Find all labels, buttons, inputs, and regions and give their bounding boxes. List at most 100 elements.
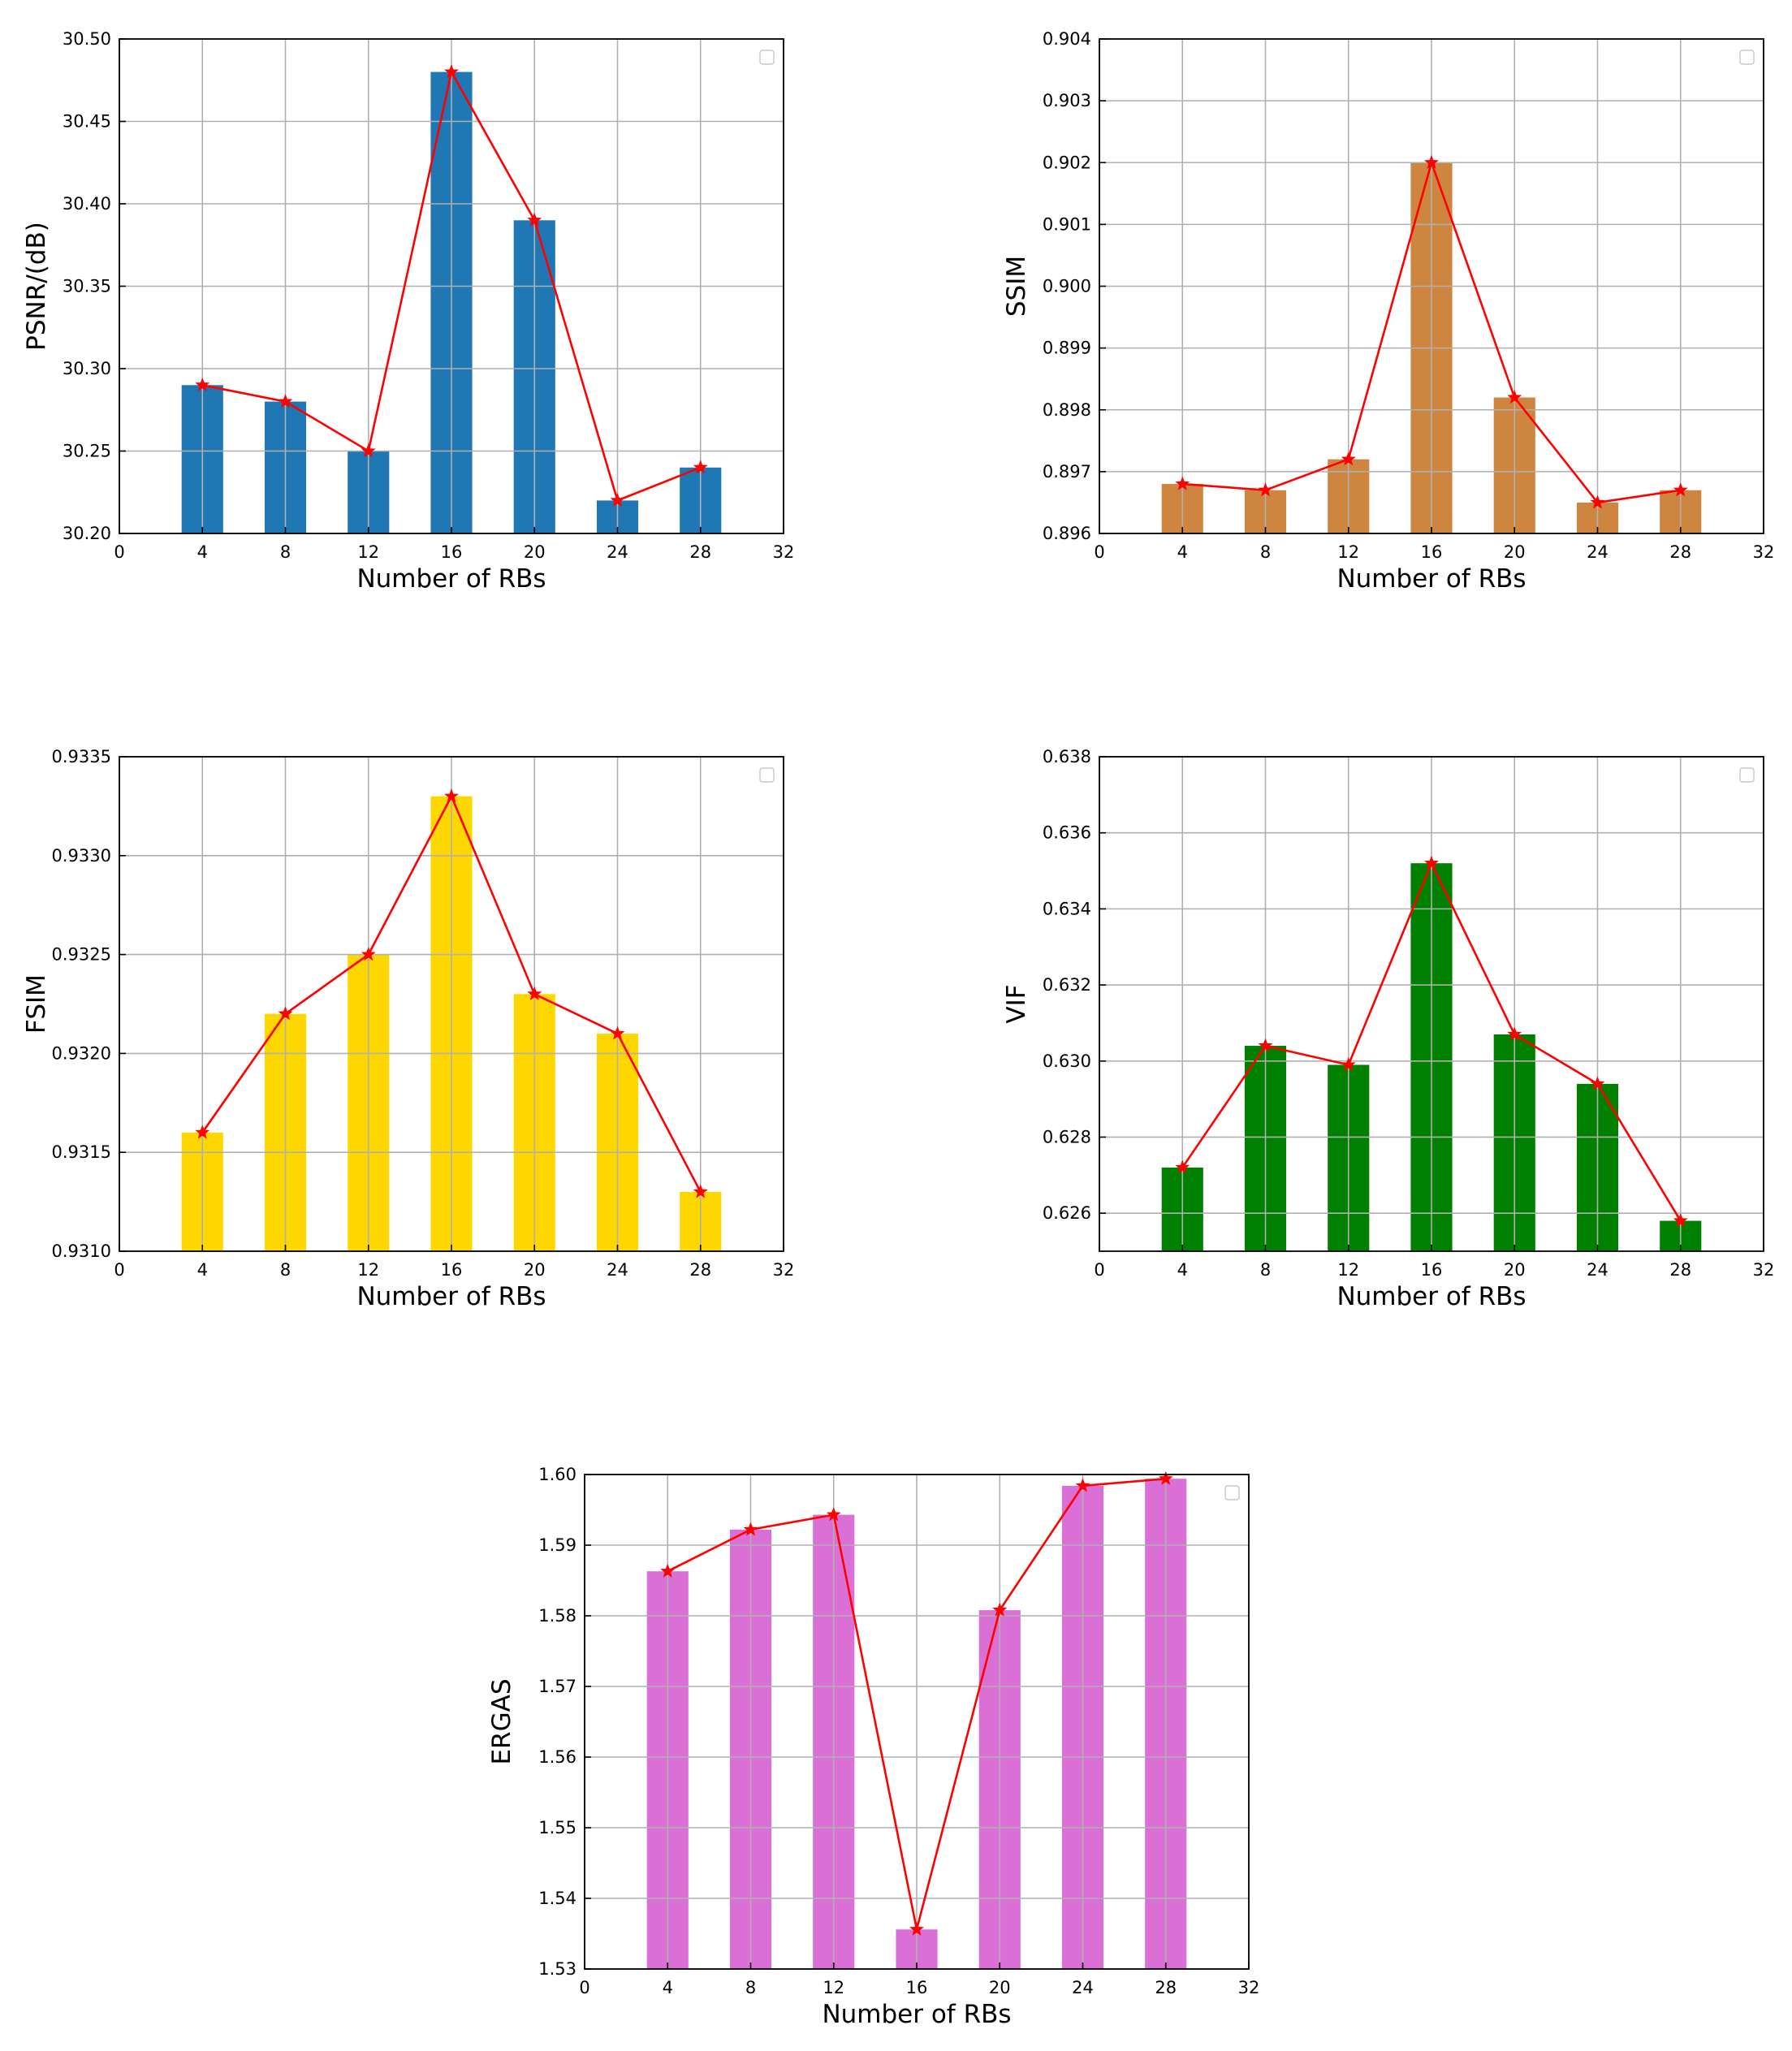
x-tick-label: 8 [745,1978,756,1997]
data-point [826,1507,841,1522]
y-tick-label: 0.9335 [52,747,111,766]
y-tick-label: 30.50 [63,29,111,49]
data-point [1507,1026,1522,1041]
data-point [1258,1038,1273,1052]
x-tick-label: 4 [1177,542,1188,562]
data-point [1175,476,1190,490]
data-point [1590,494,1605,509]
data-point [195,377,210,391]
y-tick-label: 0.632 [1043,975,1091,995]
data-point [1341,1057,1356,1072]
chart-3: 0 4 8 12 16 20 24 28 32 0.9310 0.9315 0.9320 0.9325 0… [22,747,794,1311]
legend-box [759,767,775,783]
data-point [1673,1213,1688,1228]
data-point [444,788,459,803]
x-tick-label: 32 [1238,1978,1260,1997]
data-point [693,1184,708,1198]
x-tick-label: 28 [1669,1260,1691,1280]
y-tick-label: 0.901 [1043,214,1091,234]
x-tick-label: 0 [1094,542,1104,562]
x-tick-label: 0 [114,1260,124,1280]
y-tick-label: 30.25 [63,442,111,461]
x-tick-label: 8 [280,1260,291,1280]
x-tick-label: 20 [989,1978,1011,1997]
data-point [527,986,542,1000]
chart-2: 0 4 8 12 16 20 24 28 32 0.896 0.897 0.898 0.899 0.900… [1002,29,1774,594]
x-tick-label: 16 [1421,542,1443,562]
y-tick-label: 0.897 [1043,462,1091,481]
x-tick-label: 28 [689,1260,711,1280]
y-tick-label: 30.30 [63,359,111,378]
x-tick-label: 28 [1155,1978,1177,1997]
y-tick-label: 0.9325 [52,945,111,965]
data-point [1590,1076,1605,1090]
x-tick-label: 16 [441,1260,463,1280]
x-tick-label: 32 [773,1260,795,1280]
data-point [361,947,376,961]
y-axis-label: ERGAS [487,1678,516,1764]
data-point [909,1921,924,1936]
y-tick-label: 0.9330 [52,846,111,866]
data-point [1075,1478,1090,1492]
y-tick-label: 1.56 [538,1747,576,1767]
y-tick-label: 30.40 [63,194,111,214]
x-tick-label: 28 [689,542,711,562]
y-tick-label: 1.58 [538,1606,576,1626]
data-point [1424,855,1439,870]
y-tick-label: 0.900 [1043,277,1091,296]
x-axis-label: Number of RBs [1336,1282,1526,1311]
legend-box [1739,767,1755,783]
y-tick-label: 30.20 [63,524,111,543]
data-point [361,443,376,458]
chart-4: 0 4 8 12 16 20 24 28 32 0.626 0.628 0.630 0.632 0.634… [1002,747,1774,1311]
chart-5: 0 4 8 12 16 20 24 28 32 1.53 1.54 1.55 1.56 1.57 1.58 1… [487,1465,1259,2029]
x-tick-label: 4 [197,1260,208,1280]
y-tick-label: 0.9320 [52,1043,111,1063]
y-tick-label: 0.9310 [52,1241,111,1261]
y-tick-label: 0.902 [1043,153,1091,172]
data-point [444,64,459,79]
data-point [992,1602,1008,1617]
x-tick-label: 16 [906,1978,928,1997]
data-point [195,1125,210,1139]
x-tick-label: 24 [1072,1978,1094,1997]
x-tick-label: 4 [197,542,208,562]
x-tick-label: 0 [114,542,124,562]
x-tick-label: 4 [663,1978,673,1997]
data-point [1158,1470,1173,1485]
data-point [1424,154,1439,169]
x-tick-label: 24 [1587,542,1608,562]
x-tick-label: 12 [1337,1260,1359,1280]
x-tick-label: 12 [357,542,379,562]
x-tick-label: 12 [1337,542,1359,562]
y-tick-label: 0.904 [1043,29,1091,49]
y-tick-label: 0.628 [1043,1127,1091,1146]
y-tick-label: 0.638 [1043,747,1091,766]
x-tick-label: 24 [1587,1260,1608,1280]
y-tick-label: 0.9315 [52,1142,111,1162]
x-tick-label: 8 [1260,1260,1271,1280]
data-point [743,1522,758,1536]
chart-1: 0 4 8 12 16 20 24 28 32 30.20 30.25 30.30 30.35 30.40… [22,29,794,594]
y-tick-label: 0.636 [1043,823,1091,843]
x-tick-label: 4 [1177,1260,1188,1280]
y-tick-label: 0.634 [1043,899,1091,918]
data-point [660,1563,676,1578]
data-point [527,212,542,227]
data-point [1507,390,1522,404]
y-tick-label: 0.896 [1043,524,1091,543]
y-tick-label: 0.899 [1043,339,1091,358]
x-tick-label: 32 [1753,1260,1775,1280]
y-tick-label: 1.59 [538,1535,576,1555]
x-tick-label: 8 [1260,542,1271,562]
data-point [1673,482,1688,497]
y-tick-label: 1.60 [538,1465,576,1484]
x-axis-label: Number of RBs [822,2000,1011,2029]
x-tick-label: 32 [1753,542,1775,562]
x-axis-label: Number of RBs [1336,564,1526,594]
x-tick-label: 28 [1669,542,1691,562]
y-tick-label: 1.53 [538,1959,576,1979]
y-tick-label: 30.35 [63,277,111,296]
y-tick-label: 1.54 [538,1889,576,1908]
